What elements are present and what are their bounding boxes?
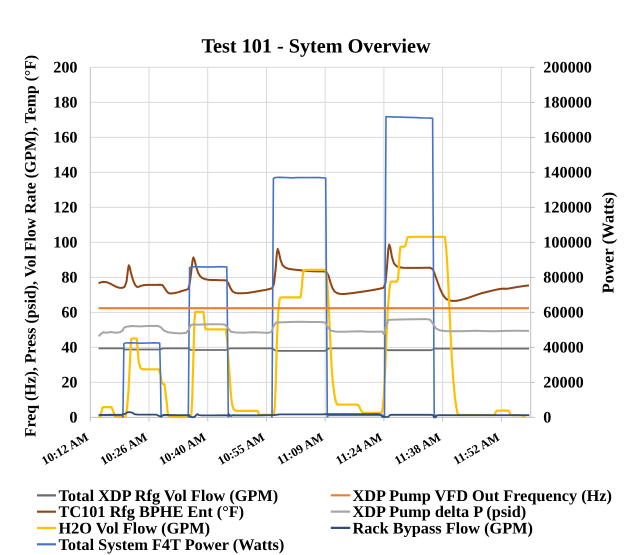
svg-text:0: 0 xyxy=(69,409,77,427)
svg-text:60000: 60000 xyxy=(543,304,583,322)
svg-text:140000: 140000 xyxy=(543,164,592,182)
svg-text:80: 80 xyxy=(61,269,77,287)
svg-text:200: 200 xyxy=(53,59,77,77)
svg-text:Rack Bypass Flow (GPM): Rack Bypass Flow (GPM) xyxy=(353,518,533,537)
svg-text:20: 20 xyxy=(61,374,77,392)
svg-text:Power (Watts): Power (Watts) xyxy=(599,192,618,294)
svg-text:H2O Vol Flow (GPM): H2O Vol Flow (GPM) xyxy=(59,519,211,538)
svg-text:40000: 40000 xyxy=(543,339,583,357)
svg-text:40: 40 xyxy=(61,339,77,357)
svg-text:100000: 100000 xyxy=(543,234,592,252)
svg-text:Total System F4T Power (Watts): Total System F4T Power (Watts) xyxy=(59,535,285,554)
svg-text:80000: 80000 xyxy=(543,269,583,287)
svg-text:180000: 180000 xyxy=(543,94,592,112)
svg-text:0: 0 xyxy=(543,409,551,427)
svg-text:XDP Pump VFD Out Frequency (Hz: XDP Pump VFD Out Frequency (Hz) xyxy=(353,486,612,505)
svg-text:180: 180 xyxy=(53,94,77,112)
svg-text:20000: 20000 xyxy=(543,374,583,392)
svg-text:Total XDP Rfg Vol Flow (GPM): Total XDP Rfg Vol Flow (GPM) xyxy=(59,486,279,505)
svg-text:XDP Pump delta P (psid): XDP Pump delta P (psid) xyxy=(353,502,527,521)
svg-text:200000: 200000 xyxy=(543,59,592,77)
svg-text:160000: 160000 xyxy=(543,129,592,147)
svg-text:Test 101 - Sytem Overview: Test 101 - Sytem Overview xyxy=(201,36,431,58)
svg-text:Freq (Hz), Press (psid), Vol F: Freq (Hz), Press (psid), Vol Flow Rate (… xyxy=(22,55,39,437)
svg-text:60: 60 xyxy=(61,304,77,322)
svg-text:120000: 120000 xyxy=(543,199,592,217)
svg-text:TC101 Rfg BPHE Ent (°F): TC101 Rfg BPHE Ent (°F) xyxy=(59,502,245,521)
svg-text:120: 120 xyxy=(53,199,77,217)
svg-text:100: 100 xyxy=(53,234,77,252)
svg-text:140: 140 xyxy=(53,164,77,182)
svg-text:160: 160 xyxy=(53,129,77,147)
